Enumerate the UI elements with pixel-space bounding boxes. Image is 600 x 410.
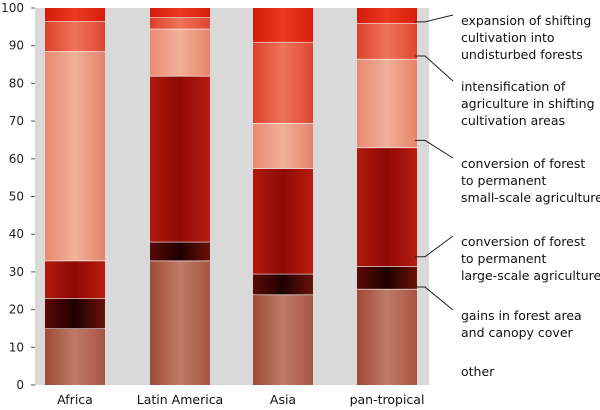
- y-tick-label: 30: [9, 265, 24, 279]
- legend-label-expansion-of-shifting-cultivation-into-undisturbed-forests-line-1: cultivation into: [461, 30, 555, 45]
- bar-segment-africa-intensification-of-agriculture-in-shifting-cultivation-areas: [45, 21, 105, 52]
- bar-segment-africa-expansion-of-shifting-cultivation-into-undisturbed-forests: [45, 8, 105, 22]
- y-tick-label: 40: [9, 227, 24, 241]
- bar-segment-asia-conversion-of-forest-to-permanent-large-scale-agriculture: [253, 168, 313, 274]
- bar-segment-asia-other: [253, 294, 313, 385]
- legend-label-conversion-of-forest-to-permanent-small-scale-agriculture-line-1: to permanent: [461, 173, 546, 188]
- bar-segment-latin-america-intensification-of-agriculture-in-shifting-cultivation-areas: [150, 17, 210, 29]
- legend-label-conversion-of-forest-to-permanent-large-scale-agriculture-line-2: large-scale agriculture: [461, 268, 600, 283]
- x-axis-categories: Africa Latin America Asia pan-tropical: [57, 392, 424, 407]
- bar-segment-pan-tropical-gains-in-forest-area-and-canopy-cover: [357, 266, 417, 289]
- bar-segment-africa-conversion-of-forest-to-permanent-large-scale-agriculture: [45, 260, 105, 299]
- legend-label-conversion-of-forest-to-permanent-large-scale-agriculture-line-0: conversion of forest: [461, 234, 585, 249]
- y-tick-label: 20: [9, 303, 24, 317]
- bar-segment-latin-america-other: [150, 260, 210, 385]
- y-tick-label: 50: [9, 190, 24, 204]
- x-category-label-pan-tropical: pan-tropical: [350, 392, 425, 407]
- y-tick-label: 0: [16, 378, 24, 392]
- bars-group: [45, 8, 417, 385]
- legend-leader-line-conversion-of-forest-to-permanent-small-scale-agriculture: [415, 139, 454, 159]
- legend-label-conversion-of-forest-to-permanent-small-scale-agriculture-line-2: small-scale agriculture: [461, 190, 600, 205]
- bar-segment-africa-conversion-of-forest-to-permanent-small-scale-agriculture: [45, 51, 105, 261]
- legend-label-gains-in-forest-area-and-canopy-cover-line-0: gains in forest area: [461, 308, 582, 323]
- y-tick-label: 10: [9, 340, 24, 354]
- bar-segment-africa-other: [45, 328, 105, 385]
- bar-segment-latin-america-conversion-of-forest-to-permanent-small-scale-agriculture: [150, 28, 210, 76]
- legend-label-intensification-of-agriculture-in-shifting-cultivation-areas-line-1: agriculture in shifting: [461, 96, 595, 111]
- bar-segment-pan-tropical-other: [357, 288, 417, 385]
- bar-segment-asia-conversion-of-forest-to-permanent-small-scale-agriculture: [253, 122, 313, 169]
- x-category-label-latin-america: Latin America: [137, 392, 223, 407]
- legend-label-gains-in-forest-area-and-canopy-cover-line-1: and canopy cover: [461, 325, 574, 340]
- y-tick-label: 90: [9, 39, 24, 53]
- legend-label-conversion-of-forest-to-permanent-small-scale-agriculture-line-0: conversion of forest: [461, 156, 585, 171]
- bar-segment-africa-gains-in-forest-area-and-canopy-cover: [45, 298, 105, 329]
- bar-segment-pan-tropical-conversion-of-forest-to-permanent-small-scale-agriculture: [357, 58, 417, 148]
- legend-label-intensification-of-agriculture-in-shifting-cultivation-areas-line-0: intensification of: [461, 79, 566, 94]
- bar-segment-latin-america-gains-in-forest-area-and-canopy-cover: [150, 241, 210, 261]
- legend-label-expansion-of-shifting-cultivation-into-undisturbed-forests-line-2: undisturbed forests: [461, 47, 583, 62]
- bar-segment-asia-intensification-of-agriculture-in-shifting-cultivation-areas: [253, 41, 313, 123]
- y-tick-label: 60: [9, 152, 24, 166]
- legend-label-other-line-0: other: [461, 364, 495, 379]
- legend-leader-line-expansion-of-shifting-cultivation-into-undisturbed-forests: [415, 14, 454, 23]
- bar-segment-asia-expansion-of-shifting-cultivation-into-undisturbed-forests: [253, 8, 313, 42]
- y-tick-label: 80: [9, 76, 24, 90]
- legend-label-intensification-of-agriculture-in-shifting-cultivation-areas-line-2: cultivation areas: [461, 113, 565, 128]
- bar-segment-pan-tropical-expansion-of-shifting-cultivation-into-undisturbed-forests: [357, 8, 417, 24]
- legend-leader-line-gains-in-forest-area-and-canopy-cover: [415, 286, 454, 311]
- y-tick-label: 100: [1, 1, 24, 15]
- legend-leader-line-conversion-of-forest-to-permanent-large-scale-agriculture: [415, 235, 454, 258]
- legend-leader-line-intensification-of-agriculture-in-shifting-cultivation-areas: [415, 55, 454, 82]
- y-tick-label: 70: [9, 114, 24, 128]
- y-axis: 0 10 20 30 40 50 60 70 80 90 100: [1, 1, 35, 392]
- legend-label-conversion-of-forest-to-permanent-large-scale-agriculture-line-1: to permanent: [461, 251, 546, 266]
- bar-segment-asia-gains-in-forest-area-and-canopy-cover: [253, 273, 313, 295]
- bar-segment-latin-america-conversion-of-forest-to-permanent-large-scale-agriculture: [150, 75, 210, 242]
- legend-label-expansion-of-shifting-cultivation-into-undisturbed-forests-line-0: expansion of shifting: [461, 13, 591, 28]
- bar-segment-pan-tropical-intensification-of-agriculture-in-shifting-cultivation-areas: [357, 23, 417, 59]
- bar-segment-latin-america-expansion-of-shifting-cultivation-into-undisturbed-forests: [150, 8, 210, 18]
- bar-segment-pan-tropical-conversion-of-forest-to-permanent-large-scale-agriculture: [357, 147, 417, 267]
- legend: other gains in forest area and canopy cove…: [415, 13, 600, 379]
- x-category-label-asia: Asia: [270, 392, 296, 407]
- x-category-label-africa: Africa: [57, 392, 93, 407]
